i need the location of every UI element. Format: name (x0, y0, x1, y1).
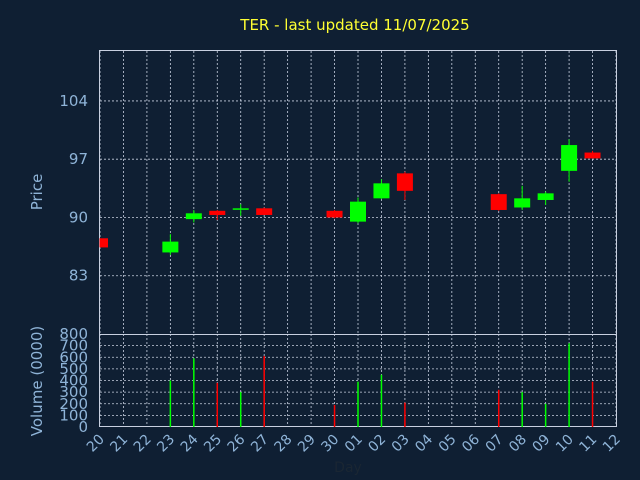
candle-body (396, 173, 413, 191)
candle-body (256, 208, 273, 215)
candle-10 (561, 139, 578, 182)
x-axis-label: Day (334, 460, 362, 476)
x-tick-label: 09 (530, 432, 554, 456)
volume-y-tick-label: 400 (59, 372, 88, 390)
candle-body (162, 241, 179, 253)
candle-body (514, 198, 531, 208)
price-y-ticks: 83 90 97 104 (59, 92, 88, 285)
volume-bars (169, 343, 594, 427)
volume-bar-01 (357, 381, 359, 427)
candle-09 (537, 191, 554, 205)
candle-body (584, 152, 601, 159)
chart-title: TER - last updated 11/07/2025 (239, 16, 469, 34)
x-tick-label: 07 (483, 432, 507, 456)
x-tick-label: 23 (154, 432, 178, 456)
candle-27 (256, 207, 273, 215)
volume-y-tick-label: 0 (78, 418, 88, 436)
volume-bar-08 (521, 392, 523, 427)
x-tick-label: 27 (248, 432, 272, 456)
volume-bar-30 (333, 404, 336, 427)
x-tick-label: 01 (342, 432, 366, 456)
volume-bar-10 (568, 343, 570, 427)
price-y-tick-label: 90 (69, 208, 88, 226)
candle-07 (490, 193, 507, 211)
x-tick-label: 05 (436, 432, 460, 456)
volume-axis-label: Volume (0000) (28, 326, 46, 436)
x-tick-label: 21 (107, 432, 131, 456)
volume-y-tick-label: 100 (59, 406, 88, 424)
x-ticks: 20 21 22 23 24 25 26 27 28 29 30 01 02 03 04 05 06 07 08 09… (84, 431, 624, 455)
candle-24 (185, 209, 202, 223)
volume-y-tick-label: 200 (59, 395, 88, 413)
candle-30 (326, 209, 343, 219)
x-tick-label: 10 (553, 432, 577, 456)
candle-03 (396, 171, 413, 200)
candle-body (209, 210, 226, 215)
price-axis-label: Price (28, 174, 46, 211)
candle-body (232, 208, 249, 210)
candle-11 (584, 150, 601, 159)
volume-y-tick-label: 800 (59, 325, 88, 343)
candle-01 (350, 197, 366, 224)
price-candles (99, 139, 601, 255)
x-tick-label: 28 (272, 432, 296, 456)
candle-body (185, 213, 202, 220)
volume-bar-24 (193, 358, 195, 427)
candle-body (561, 145, 578, 171)
x-tick-label: 22 (131, 432, 155, 456)
candle-20 (99, 238, 108, 248)
candle-26 (232, 204, 249, 216)
candle-02 (373, 179, 390, 200)
volume-bar-25 (216, 382, 219, 427)
candle-23 (162, 234, 179, 255)
volume-bar-26 (239, 392, 242, 427)
x-tick-label: 11 (576, 432, 600, 456)
candle-body (350, 201, 366, 222)
x-tick-label: 12 (600, 432, 624, 456)
volume-bar-07 (497, 389, 500, 427)
volume-bar-02 (380, 374, 383, 427)
volume-bar-09 (544, 403, 547, 427)
price-y-tick-label: 97 (69, 150, 88, 168)
volume-y-tick-label: 700 (59, 337, 88, 355)
volume-bar-03 (404, 402, 406, 427)
price-grid (99, 51, 617, 334)
x-tick-label: 02 (365, 432, 389, 456)
volume-y-tick-label: 600 (59, 348, 88, 366)
candle-body (373, 183, 390, 199)
candle-body (100, 238, 108, 248)
x-tick-label: 25 (201, 432, 225, 456)
x-tick-label: 08 (506, 432, 530, 456)
candle-25 (209, 209, 226, 220)
volume-bar-23 (169, 380, 172, 427)
candle-body (490, 194, 507, 210)
x-tick-label: 03 (389, 432, 413, 456)
candle-body (537, 193, 554, 200)
volume-y-tick-label: 300 (59, 383, 88, 401)
x-tick-label: 24 (178, 431, 202, 455)
volume-y-tick-label: 500 (59, 360, 88, 378)
candle-body (326, 210, 343, 218)
price-y-tick-label: 104 (59, 92, 88, 110)
x-tick-label: 29 (295, 432, 319, 456)
x-tick-label: 06 (459, 431, 483, 455)
price-y-tick-label: 83 (69, 267, 88, 285)
volume-bar-11 (591, 381, 594, 427)
x-tick-label: 30 (318, 432, 342, 456)
volume-bar-27 (263, 356, 265, 427)
candle-08 (514, 185, 531, 210)
x-tick-label: 26 (225, 431, 249, 455)
x-tick-label: 04 (412, 431, 436, 455)
